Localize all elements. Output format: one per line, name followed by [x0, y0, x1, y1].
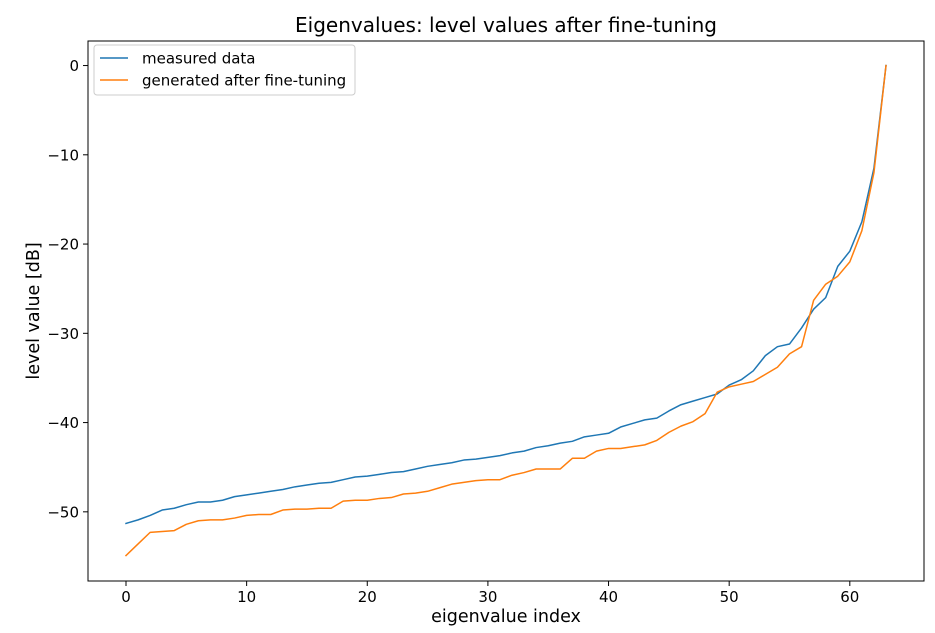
legend: measured data generated after fine-tuning [93, 44, 356, 96]
y-tick-label: −50 [47, 503, 79, 521]
x-tick-label: 20 [358, 588, 377, 606]
y-tick-label: −10 [47, 146, 79, 164]
y-axis: 0 −10 −20 −30 −40 −50 [47, 57, 88, 521]
y-tick-label: −40 [47, 414, 79, 432]
x-tick-label: 10 [237, 588, 256, 606]
y-tick-label: 0 [69, 57, 79, 75]
y-axis-label: level value [dB] [24, 242, 44, 379]
x-axis: 0 10 20 30 40 50 60 [121, 581, 859, 606]
x-tick-label: 50 [720, 588, 739, 606]
x-tick-label: 40 [599, 588, 618, 606]
x-tick-label: 30 [478, 588, 497, 606]
plot-series [124, 64, 887, 557]
x-tick-label: 0 [121, 588, 131, 606]
y-tick-label: −30 [47, 325, 79, 343]
series-line-2 [124, 64, 887, 557]
x-tick-label: 60 [840, 588, 859, 606]
legend-label-1: measured data [142, 50, 256, 68]
y-tick-label: −20 [47, 236, 79, 254]
x-axis-label: eigenvalue index [431, 607, 581, 627]
legend-box [93, 44, 356, 96]
series-line-1 [125, 64, 887, 525]
chart-title: Eigenvalues: level values after fine-tun… [295, 13, 717, 37]
plot-frame [87, 40, 925, 582]
legend-label-2: generated after fine-tuning [142, 72, 346, 90]
